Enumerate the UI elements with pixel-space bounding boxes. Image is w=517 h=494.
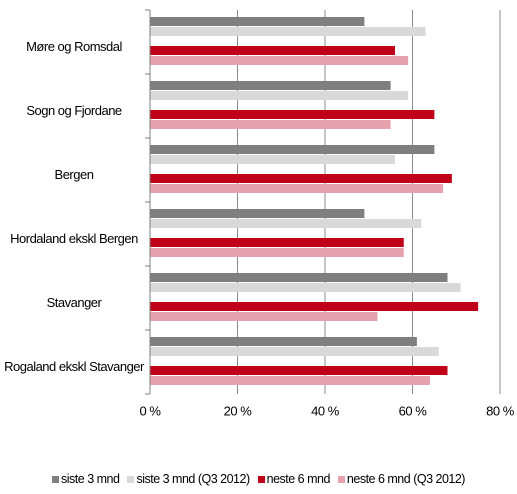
- legend-label: siste 3 mnd (Q3 2012): [136, 472, 250, 486]
- x-tick-label: 40 %: [311, 403, 340, 418]
- bar: [150, 155, 395, 164]
- category-label: Rogaland ekskl Stavanger: [4, 359, 144, 374]
- legend-item: siste 3 mnd: [52, 472, 120, 486]
- bar: [150, 145, 435, 154]
- legend-swatch: [52, 475, 60, 483]
- bar: [150, 238, 404, 247]
- bar: [150, 219, 422, 228]
- legend-swatch: [257, 475, 265, 483]
- bar: [150, 120, 391, 129]
- legend: siste 3 mnd siste 3 mnd (Q3 2012) neste 6 …: [0, 472, 517, 486]
- bar: [150, 347, 439, 356]
- bar: [150, 91, 409, 100]
- bar: [150, 337, 417, 346]
- bar: [150, 273, 448, 282]
- bar: [150, 283, 461, 292]
- legend-label: neste 6 mnd (Q3 2012): [346, 472, 466, 486]
- category-label: Stavanger: [46, 295, 102, 310]
- bar: [150, 376, 430, 385]
- bar: [150, 174, 452, 183]
- legend-swatch: [337, 475, 345, 483]
- bar: [150, 209, 365, 218]
- legend-label: neste 6 mnd: [266, 472, 331, 486]
- x-tick-label: 80 %: [486, 403, 515, 418]
- bar: [150, 184, 444, 193]
- legend-item: siste 3 mnd (Q3 2012): [127, 472, 250, 486]
- category-label: Møre og Romsdal: [26, 39, 122, 54]
- bar: [150, 17, 365, 26]
- legend-item: neste 6 mnd: [257, 472, 331, 486]
- bar: [150, 81, 391, 90]
- x-tick-label: 0 %: [140, 403, 162, 418]
- bar: [150, 56, 409, 65]
- legend-swatch: [127, 475, 135, 483]
- x-tick-label: 20 %: [224, 403, 253, 418]
- x-tick-label: 60 %: [399, 403, 428, 418]
- legend-label: siste 3 mnd: [61, 472, 120, 486]
- bar: [150, 46, 395, 55]
- bar: [150, 302, 479, 311]
- bar: [150, 27, 426, 36]
- bar: [150, 312, 378, 321]
- bar: [150, 366, 448, 375]
- category-label: Bergen: [54, 167, 94, 182]
- category-label: Hordaland ekskl Bergen: [10, 231, 138, 246]
- bar: [150, 110, 435, 119]
- bar: [150, 248, 404, 257]
- category-label: Sogn og Fjordane: [26, 103, 122, 118]
- legend-item: neste 6 mnd (Q3 2012): [337, 472, 466, 486]
